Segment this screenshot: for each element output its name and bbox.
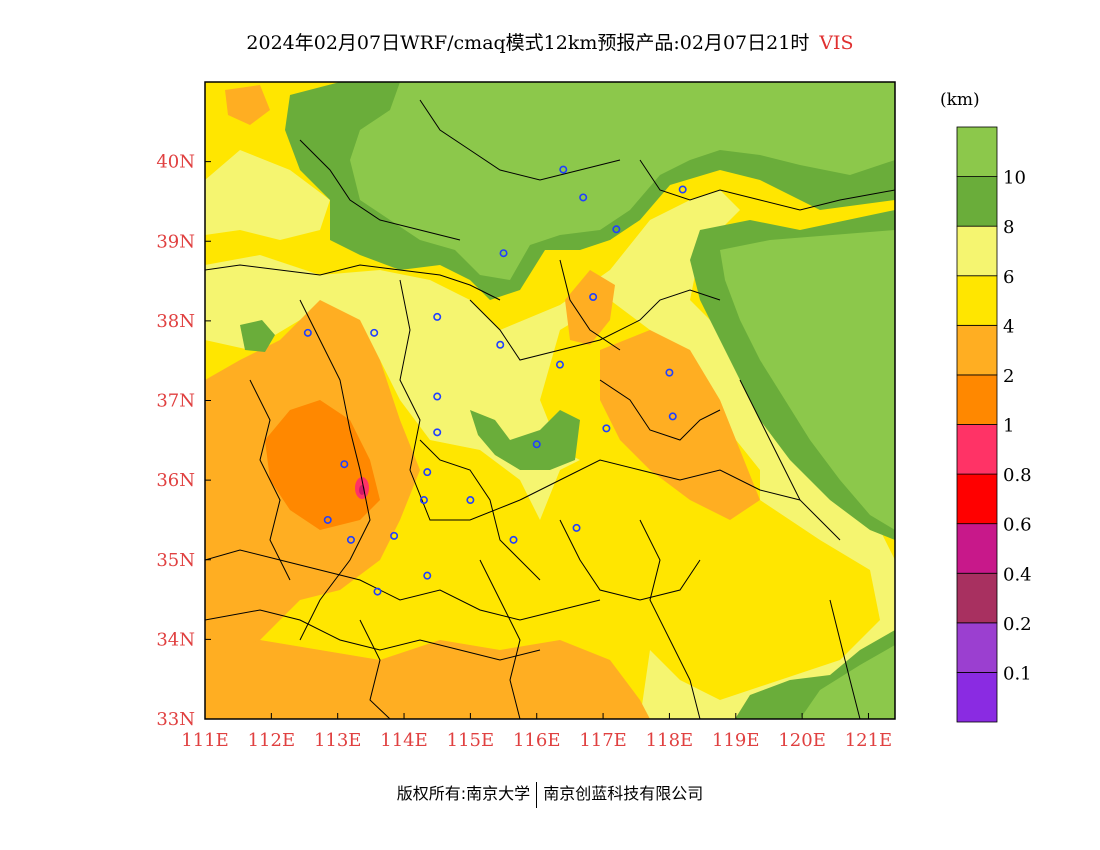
lon-tick-label: 121E xyxy=(845,730,893,751)
legend-labels: 0.1 0.2 0.4 0.6 0.8 1 2 4 6 8 10 xyxy=(1003,168,1032,685)
credit-line: 版权所有:南京大学 南京创蓝科技有限公司 xyxy=(0,780,1100,808)
legend-label: 0.1 xyxy=(1003,663,1032,684)
field-gt10-sea xyxy=(720,230,895,530)
station-marker xyxy=(433,312,442,321)
legend-label: 10 xyxy=(1003,168,1026,189)
legend-label: 0.6 xyxy=(1003,515,1032,536)
station-marker xyxy=(303,328,312,337)
field-2to4-shandong xyxy=(600,330,760,520)
field-gt8-west-spot xyxy=(240,320,275,352)
station-marker xyxy=(532,440,541,449)
legend-label: 0.4 xyxy=(1003,564,1032,585)
lon-tick-label: 120E xyxy=(778,730,826,751)
map-title: 2024年02月07日WRF/cmaq模式12km预报产品:02月07日21时 V… xyxy=(0,28,1100,55)
legend-label: 0.8 xyxy=(1003,465,1032,486)
lon-tick-label: 116E xyxy=(513,730,561,751)
title-variable: VIS xyxy=(819,32,854,54)
station-marker xyxy=(579,193,588,202)
field-gt10-north xyxy=(350,82,895,280)
boundary-lines xyxy=(205,99,895,719)
visibility-field xyxy=(205,82,895,719)
lon-tick-label: 113E xyxy=(314,730,362,751)
station-marker xyxy=(323,515,332,524)
station-markers xyxy=(303,165,687,596)
lon-tick-label: 118E xyxy=(646,730,694,751)
field-2to4-nw-corner xyxy=(225,85,270,125)
credit-separator xyxy=(536,781,538,808)
legend-swatch xyxy=(956,622,998,673)
station-marker xyxy=(668,412,677,421)
station-marker xyxy=(602,424,611,433)
station-marker xyxy=(665,368,674,377)
legend-swatch xyxy=(956,424,998,475)
station-marker xyxy=(612,225,621,234)
lat-tick-label: 40N xyxy=(156,152,195,173)
field-6to8-west xyxy=(205,150,330,240)
station-marker xyxy=(509,535,518,544)
station-marker xyxy=(419,496,428,505)
station-marker xyxy=(433,392,442,401)
lat-tick-label: 34N xyxy=(156,629,195,650)
lat-tick-label: 33N xyxy=(156,709,195,730)
credit-right: 南京创蓝科技有限公司 xyxy=(543,784,704,803)
legend-swatch xyxy=(956,523,998,574)
unit-label: (km) xyxy=(940,90,980,110)
lon-tick-label: 112E xyxy=(248,730,296,751)
latitude-axis: 33N 34N 35N 36N 37N 38N 39N 40N xyxy=(156,152,211,730)
station-marker xyxy=(678,185,687,194)
field-2to4-south xyxy=(205,640,650,719)
legend-label: 8 xyxy=(1003,217,1014,238)
station-marker xyxy=(499,249,508,258)
station-marker xyxy=(433,428,442,437)
field-1to2-shanxi xyxy=(265,400,380,530)
lat-tick-label: 35N xyxy=(156,550,195,571)
legend-colorbar xyxy=(956,126,998,723)
station-marker xyxy=(423,571,432,580)
station-marker xyxy=(373,587,382,596)
lon-tick-label: 119E xyxy=(712,730,760,751)
station-marker xyxy=(589,292,598,301)
station-marker xyxy=(346,535,355,544)
legend-swatch xyxy=(956,572,998,624)
legend-swatch xyxy=(956,275,998,326)
lat-tick-label: 36N xyxy=(156,470,195,491)
field-2to4-hebei xyxy=(565,270,615,345)
lon-tick-label: 111E xyxy=(181,730,229,751)
station-marker xyxy=(390,531,399,540)
station-marker xyxy=(340,460,349,469)
longitude-axis: 111E 112E 113E 114E 115E 116E 117E 118E 119E 120E… xyxy=(181,713,892,751)
lon-tick-label: 117E xyxy=(579,730,627,751)
field-gt10-southeast xyxy=(800,645,895,719)
station-marker xyxy=(466,496,475,505)
lat-tick-label: 37N xyxy=(156,391,195,412)
legend-label: 1 xyxy=(1003,416,1014,437)
legend-swatch xyxy=(956,225,998,277)
lat-tick-label: 38N xyxy=(156,311,195,332)
credit-left: 版权所有:南京大学 xyxy=(396,784,531,803)
legend-swatch xyxy=(956,374,998,425)
legend-swatch xyxy=(956,473,998,525)
station-marker xyxy=(496,340,505,349)
station-marker xyxy=(423,468,432,477)
legend-swatch xyxy=(956,126,998,177)
lon-tick-label: 114E xyxy=(380,730,428,751)
station-marker xyxy=(555,360,564,369)
legend-swatch xyxy=(956,176,998,227)
lon-tick-label: 115E xyxy=(447,730,495,751)
station-marker xyxy=(559,165,568,174)
station-marker xyxy=(370,328,379,337)
field-4to6-southeast xyxy=(620,480,880,700)
field-gt8-central xyxy=(470,410,580,470)
legend-swatch xyxy=(956,324,998,376)
legend-label: 2 xyxy=(1003,366,1014,387)
legend-label: 6 xyxy=(1003,267,1014,288)
station-marker xyxy=(572,523,581,532)
legend-swatch xyxy=(956,672,998,723)
title-main: 2024年02月07日WRF/cmaq模式12km预报产品:02月07日21时 xyxy=(246,32,810,54)
legend-label: 0.2 xyxy=(1003,614,1032,635)
legend-label: 4 xyxy=(1003,316,1014,337)
lat-tick-label: 39N xyxy=(156,231,195,252)
